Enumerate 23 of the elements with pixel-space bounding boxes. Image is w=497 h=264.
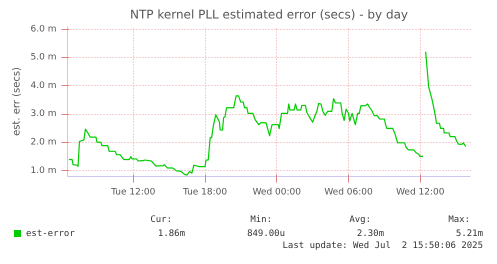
x-tick-label: Tue 18:00 xyxy=(182,188,228,198)
text: Min: xyxy=(250,214,272,227)
x-tick-label: Tue 12:00 xyxy=(110,188,156,198)
chart-title: NTP kernel PLL estimated error (secs) - by day xyxy=(130,8,408,22)
x-tick-label: Wed 06:00 xyxy=(324,188,374,198)
y-axis-title: est. err (secs) xyxy=(12,66,23,136)
y-tick-label: 3.0 m xyxy=(30,109,57,120)
y-tick-label: 5.0 m xyxy=(30,52,57,63)
text: Last update: Wed Jul 2 15:50:06 2025 xyxy=(282,240,483,253)
y-tick-label: 4.0 m xyxy=(30,80,57,91)
y-tick-label: 6.0 m xyxy=(30,24,57,34)
text: Avg: xyxy=(349,214,371,227)
legend-label: est-error xyxy=(26,228,75,241)
x-tick-label: Wed 00:00 xyxy=(252,188,302,198)
text: 849.00u xyxy=(247,228,285,241)
y-tick-label: 1.0 m xyxy=(30,166,57,176)
text: Max: xyxy=(448,214,470,227)
text: 1.86m xyxy=(158,228,185,241)
y-tick-label: 2.0 m xyxy=(30,138,57,148)
text: Cur: xyxy=(150,214,172,227)
text: 2.30m xyxy=(356,228,384,241)
text: 5.21m xyxy=(456,228,483,241)
x-tick-label: Wed 12:00 xyxy=(396,188,445,198)
